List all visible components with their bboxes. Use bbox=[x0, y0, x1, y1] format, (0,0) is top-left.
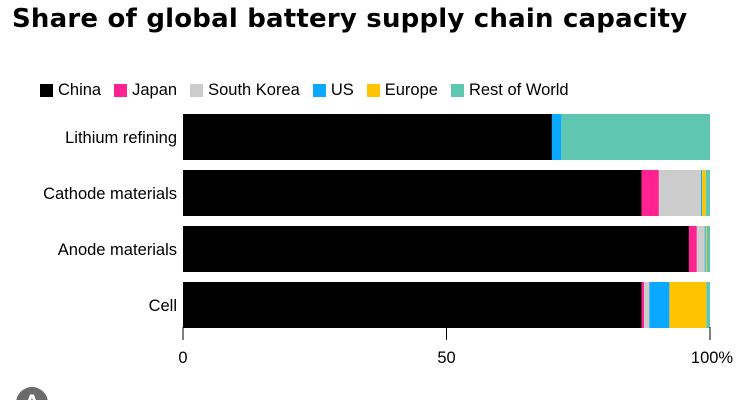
category-label-anode-materials: Anode materials bbox=[58, 241, 177, 259]
legend-swatch-rest-of-world bbox=[450, 84, 464, 97]
x-tick-label-2: 100% bbox=[691, 349, 734, 367]
bar-anode-materials-rest-of-world bbox=[706, 226, 710, 272]
bar-anode-materials-south-korea bbox=[696, 226, 705, 272]
bar-cell-japan bbox=[641, 282, 645, 328]
legend-swatch-south-korea bbox=[190, 84, 204, 97]
legend-label-europe: Europe bbox=[384, 81, 438, 99]
bar-cathode-materials-europe bbox=[702, 170, 706, 216]
legend-item-us: US bbox=[312, 81, 354, 100]
legend-label-china: China bbox=[58, 81, 102, 99]
chart-title: Share of global battery supply chain cap… bbox=[12, 4, 688, 34]
bar-cell-europe bbox=[669, 282, 707, 328]
legend-label-rest-of-world: Rest of World bbox=[468, 81, 569, 99]
bar-lithium-refining-us bbox=[551, 114, 562, 160]
bar-cell-rest-of-world bbox=[706, 282, 710, 328]
bar-cathode-materials-south-korea bbox=[658, 170, 702, 216]
bar-cell-us bbox=[649, 282, 670, 328]
bar-cathode-materials-us bbox=[701, 170, 703, 216]
legend-swatch-us bbox=[312, 84, 326, 97]
legend-item-japan: Japan bbox=[114, 81, 177, 100]
category-label-lithium-refining: Lithium refining bbox=[65, 129, 177, 147]
legend-label-us: US bbox=[330, 81, 354, 99]
bar-anode-materials-europe bbox=[705, 226, 707, 272]
legend-swatch-china bbox=[40, 84, 53, 97]
x-tick-label-0: 0 bbox=[178, 349, 187, 367]
legend-item-south-korea: South Korea bbox=[190, 81, 300, 100]
category-label-cathode-materials: Cathode materials bbox=[43, 185, 177, 203]
legend-swatch-japan bbox=[114, 84, 128, 97]
legend-item-china: China bbox=[40, 81, 101, 100]
publisher-logo: A bbox=[16, 387, 48, 400]
legend: China Japan South Korea US Europe Rest of Wor… bbox=[40, 81, 582, 100]
legend-label-japan: Japan bbox=[132, 81, 178, 99]
bar-lithium-refining-rest-of-world bbox=[561, 114, 710, 160]
bar-cathode-materials-rest-of-world bbox=[705, 170, 710, 216]
legend-item-rest-of-world: Rest of World bbox=[450, 81, 569, 100]
bar-anode-materials-china bbox=[183, 226, 689, 272]
bar-cell-china bbox=[183, 282, 642, 328]
bar-cathode-materials-japan bbox=[641, 170, 659, 216]
bar-cathode-materials-china bbox=[183, 170, 642, 216]
legend-swatch-europe bbox=[366, 84, 380, 97]
x-tick-label-1: 50 bbox=[437, 349, 455, 367]
bar-lithium-refining-china bbox=[183, 114, 552, 160]
bar-anode-materials-japan bbox=[688, 226, 697, 272]
category-label-cell: Cell bbox=[149, 297, 177, 315]
bar-anode-materials-us bbox=[704, 226, 706, 272]
legend-item-europe: Europe bbox=[366, 81, 438, 100]
legend-label-south-korea: South Korea bbox=[208, 81, 300, 99]
bar-cell-south-korea bbox=[644, 282, 650, 328]
